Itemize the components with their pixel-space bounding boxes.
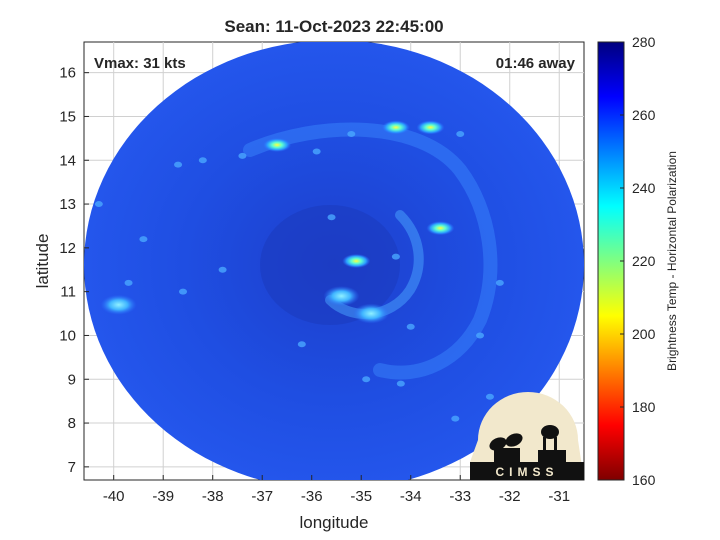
storm-core-dark	[260, 205, 400, 325]
chart-title: Sean: 11-Oct-2023 22:45:00	[224, 17, 443, 36]
inner-band	[325, 210, 424, 319]
x-axis: -40 -39 -38 -37 -36 -35 -34 -33 -32 -31	[103, 475, 570, 505]
y-tick-label: 9	[68, 371, 76, 388]
x-tick-label: -38	[202, 488, 224, 505]
speckle	[485, 393, 494, 400]
y-axis: 7 8 9 10 11 12 13 14 15 16	[59, 65, 89, 476]
speckle	[124, 279, 133, 286]
x-tick-label: -33	[449, 488, 471, 505]
vmax-annotation: Vmax: 31 kts	[94, 55, 186, 72]
colorbar-tick-label: 280	[632, 34, 656, 50]
speckle	[312, 148, 321, 155]
speckle	[495, 279, 504, 286]
colorbar-tick-label: 260	[632, 107, 656, 123]
x-tick-label: -32	[499, 488, 521, 505]
hotspot-hotspot-west	[100, 294, 137, 315]
colorbar-tick-label: 200	[632, 326, 656, 342]
x-tick-label: -31	[548, 488, 570, 505]
speckle	[218, 266, 227, 273]
hotspot-hotspot-north-2	[416, 120, 445, 135]
speckle	[347, 130, 356, 137]
x-axis-label: longitude	[299, 513, 368, 532]
speckle	[451, 415, 460, 422]
logo-text: CIMSS	[495, 465, 558, 479]
hotspot-band-inner	[323, 286, 360, 307]
y-tick-label: 8	[68, 415, 76, 432]
x-tick-label: -40	[103, 488, 125, 505]
hotspot-band-south	[353, 303, 390, 324]
colorbar-tick-label: 160	[632, 472, 656, 488]
colorbar-label: Brightness Temp - Horizontal Polarizatio…	[665, 151, 679, 371]
colorbar-tick-label: 220	[632, 253, 656, 269]
y-tick-label: 16	[59, 65, 76, 82]
y-tick-label: 15	[59, 108, 76, 125]
speckle	[198, 157, 207, 164]
hotspots-layer	[94, 120, 504, 422]
y-tick-label: 10	[59, 327, 76, 344]
y-tick-label: 13	[59, 196, 76, 213]
y-tick-label: 14	[59, 152, 76, 169]
speckle	[476, 332, 485, 339]
speckle	[406, 323, 415, 330]
speckle	[391, 253, 400, 260]
speckle	[238, 152, 247, 159]
speckle	[297, 341, 306, 348]
y-tick-label: 11	[60, 284, 76, 301]
speckle	[174, 161, 183, 168]
hotspot-hotspot-east	[426, 221, 455, 236]
hotspot-center-hotspot	[342, 254, 371, 268]
colorbar-tick-label: 240	[632, 180, 656, 196]
speckle	[179, 288, 188, 295]
time-away-annotation: 01:46 away	[496, 55, 576, 72]
speckle	[396, 380, 405, 387]
x-tick-label: -36	[301, 488, 323, 505]
x-tick-label: -39	[152, 488, 174, 505]
spiral-band	[243, 122, 498, 380]
speckle	[327, 214, 336, 221]
speckle	[362, 376, 371, 383]
y-axis-label: latitude	[33, 234, 52, 289]
colorbar-ticks: 160 180 200 220 240 260 280	[620, 34, 656, 488]
y-tick-label: 12	[59, 240, 76, 257]
x-tick-label: -35	[350, 488, 372, 505]
x-tick-label: -37	[251, 488, 273, 505]
speckle	[456, 130, 465, 137]
speckle	[94, 201, 103, 208]
hotspot-hotspot-north-1	[263, 137, 292, 152]
speckle	[139, 236, 148, 243]
colorbar	[597, 41, 625, 481]
x-tick-label: -34	[400, 488, 422, 505]
hotspot-hotspot-north-3	[381, 120, 410, 135]
cimss-logo: CIMSS	[470, 392, 584, 480]
y-tick-label: 7	[68, 459, 76, 476]
colorbar-tick-label: 180	[632, 399, 656, 415]
